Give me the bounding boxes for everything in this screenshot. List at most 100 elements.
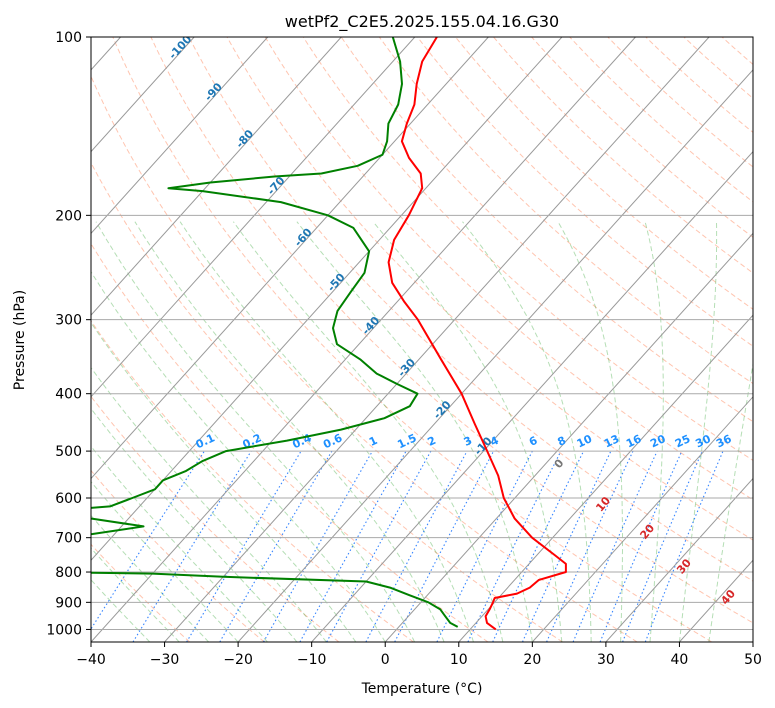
moist-adiabat-label: 0 bbox=[552, 456, 567, 470]
mixing-ratio-label: 3 bbox=[462, 434, 474, 449]
moist-adiabat bbox=[91, 514, 210, 642]
isotherm-label: -30 bbox=[395, 356, 418, 380]
x-tick-label: 0 bbox=[381, 652, 390, 668]
temperature-profile bbox=[387, 37, 567, 631]
dry-adiabat bbox=[721, 37, 753, 66]
moist-adiabat bbox=[134, 221, 445, 642]
mixing-ratio-label: 20 bbox=[648, 432, 668, 450]
mixing-ratio-label: 6 bbox=[527, 434, 540, 449]
isotherm-label: -20 bbox=[431, 398, 454, 422]
y-tick-label: 300 bbox=[55, 313, 82, 329]
isotherm bbox=[237, 69, 753, 642]
mixing-ratio-label: 0.1 bbox=[194, 431, 217, 451]
dry-adiabat bbox=[150, 37, 753, 624]
mixing-ratio-line bbox=[326, 450, 432, 642]
background-lines bbox=[91, 37, 753, 642]
dry-adiabat bbox=[645, 37, 753, 134]
isotherm bbox=[458, 314, 753, 642]
dry-adiabat bbox=[455, 37, 753, 310]
dry-adiabat bbox=[91, 242, 489, 642]
mixing-ratio-line bbox=[299, 450, 407, 642]
mixing-ratio-line bbox=[546, 450, 634, 642]
moist-adiabat bbox=[95, 221, 416, 642]
isotherm bbox=[164, 37, 710, 642]
dry-adiabat bbox=[378, 37, 753, 385]
mixing-ratio-line bbox=[572, 450, 658, 642]
profile-lines bbox=[91, 37, 567, 631]
dry-adiabat bbox=[607, 37, 753, 168]
isotherm bbox=[384, 232, 753, 642]
mixing-ratio-line bbox=[186, 450, 302, 642]
moist-adiabat bbox=[678, 221, 718, 642]
dry-adiabat bbox=[340, 37, 753, 423]
y-tick-label: 600 bbox=[55, 491, 82, 507]
isotherm bbox=[91, 37, 342, 316]
isotherm-label: -90 bbox=[202, 80, 225, 104]
y-axis-label: Pressure (hPa) bbox=[12, 290, 28, 390]
dry-adiabat bbox=[91, 469, 265, 642]
mixing-ratio-line bbox=[467, 450, 562, 642]
dry-adiabat bbox=[493, 37, 753, 274]
mixing-ratio-label: 0.6 bbox=[321, 431, 344, 451]
dry-adiabat bbox=[91, 320, 414, 642]
mixing-ratio-line bbox=[263, 450, 373, 642]
mixing-ratio-label: 25 bbox=[673, 432, 692, 450]
mixing-ratio-line bbox=[521, 450, 612, 642]
y-tick-label: 100 bbox=[55, 30, 82, 46]
moist-adiabat-label: 20 bbox=[637, 521, 657, 541]
dry-adiabat bbox=[91, 161, 563, 642]
dry-adiabat bbox=[683, 37, 753, 99]
moist-adiabat-label: 10 bbox=[593, 494, 613, 514]
moist-adiabat bbox=[91, 579, 151, 642]
isotherm bbox=[752, 641, 753, 642]
x-tick-label: 30 bbox=[597, 652, 615, 668]
x-tick-label: 40 bbox=[671, 652, 689, 668]
isotherm bbox=[605, 477, 753, 642]
dry-adiabat bbox=[302, 37, 753, 461]
dry-adiabat bbox=[417, 37, 753, 347]
isotherm bbox=[91, 37, 489, 480]
mixing-ratio-label: 1 bbox=[367, 434, 379, 449]
y-tick-label: 400 bbox=[55, 387, 82, 403]
mixing-ratio-label: 1.5 bbox=[395, 431, 418, 451]
mixing-ratio-label: 16 bbox=[624, 432, 644, 450]
moist-adiabat bbox=[91, 481, 239, 642]
x-tick-label: −40 bbox=[76, 652, 106, 668]
x-tick-label: 10 bbox=[450, 652, 468, 668]
y-tick-label: 200 bbox=[55, 208, 82, 224]
moist-adiabat bbox=[557, 221, 623, 642]
moist-adiabat bbox=[296, 221, 533, 642]
dry-adiabat bbox=[188, 37, 753, 582]
isotherm bbox=[679, 559, 753, 642]
moist-adiabat-label: 30 bbox=[674, 556, 694, 576]
dry-adiabat bbox=[569, 37, 753, 203]
x-tick-label: −20 bbox=[223, 652, 253, 668]
mixing-ratio-label: 10 bbox=[575, 432, 595, 450]
isotherm bbox=[91, 37, 416, 398]
moist-adiabat bbox=[91, 270, 386, 642]
dry-adiabat bbox=[91, 395, 340, 642]
isotherm bbox=[91, 37, 269, 235]
mixing-ratio-label: 13 bbox=[602, 432, 621, 450]
mixing-ratio-line bbox=[365, 450, 468, 642]
isotherm bbox=[311, 150, 753, 642]
mixing-ratio-label: 36 bbox=[714, 432, 734, 450]
moist-adiabat bbox=[179, 221, 474, 642]
moist-adiabat bbox=[91, 445, 268, 642]
moist-adiabat bbox=[91, 547, 180, 642]
dewpoint-profile bbox=[91, 37, 459, 628]
mixing-ratio-line bbox=[219, 450, 333, 642]
dry-adiabat bbox=[112, 37, 713, 642]
isotherm bbox=[91, 37, 636, 642]
x-tick-label: 50 bbox=[744, 652, 762, 668]
isotherm-label: -60 bbox=[292, 226, 315, 250]
isotherm-label: -40 bbox=[359, 314, 382, 338]
dry-adiabat bbox=[91, 75, 638, 642]
dry-adiabat bbox=[91, 543, 191, 642]
mixing-ratio-line bbox=[132, 450, 252, 642]
moist-adiabat bbox=[232, 221, 504, 642]
dry-adiabat bbox=[531, 37, 753, 238]
mixing-ratio-label: 2 bbox=[426, 434, 438, 449]
chart-title: wetPf2_C2E5.2025.155.04.16.G30 bbox=[285, 12, 559, 32]
